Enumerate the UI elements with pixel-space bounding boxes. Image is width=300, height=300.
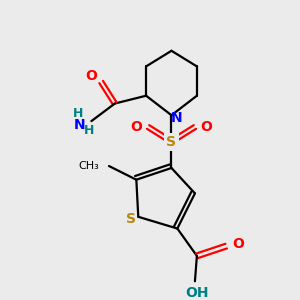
Text: S: S <box>167 135 176 148</box>
Text: H: H <box>73 107 83 120</box>
Text: OH: OH <box>185 286 208 300</box>
Text: N: N <box>74 118 85 132</box>
Text: CH₃: CH₃ <box>79 161 99 171</box>
Text: O: O <box>85 69 97 83</box>
Text: O: O <box>130 120 142 134</box>
Text: O: O <box>201 120 213 134</box>
Text: O: O <box>232 237 244 251</box>
Text: S: S <box>126 212 136 226</box>
Text: H: H <box>84 124 94 137</box>
Text: N: N <box>171 111 182 125</box>
